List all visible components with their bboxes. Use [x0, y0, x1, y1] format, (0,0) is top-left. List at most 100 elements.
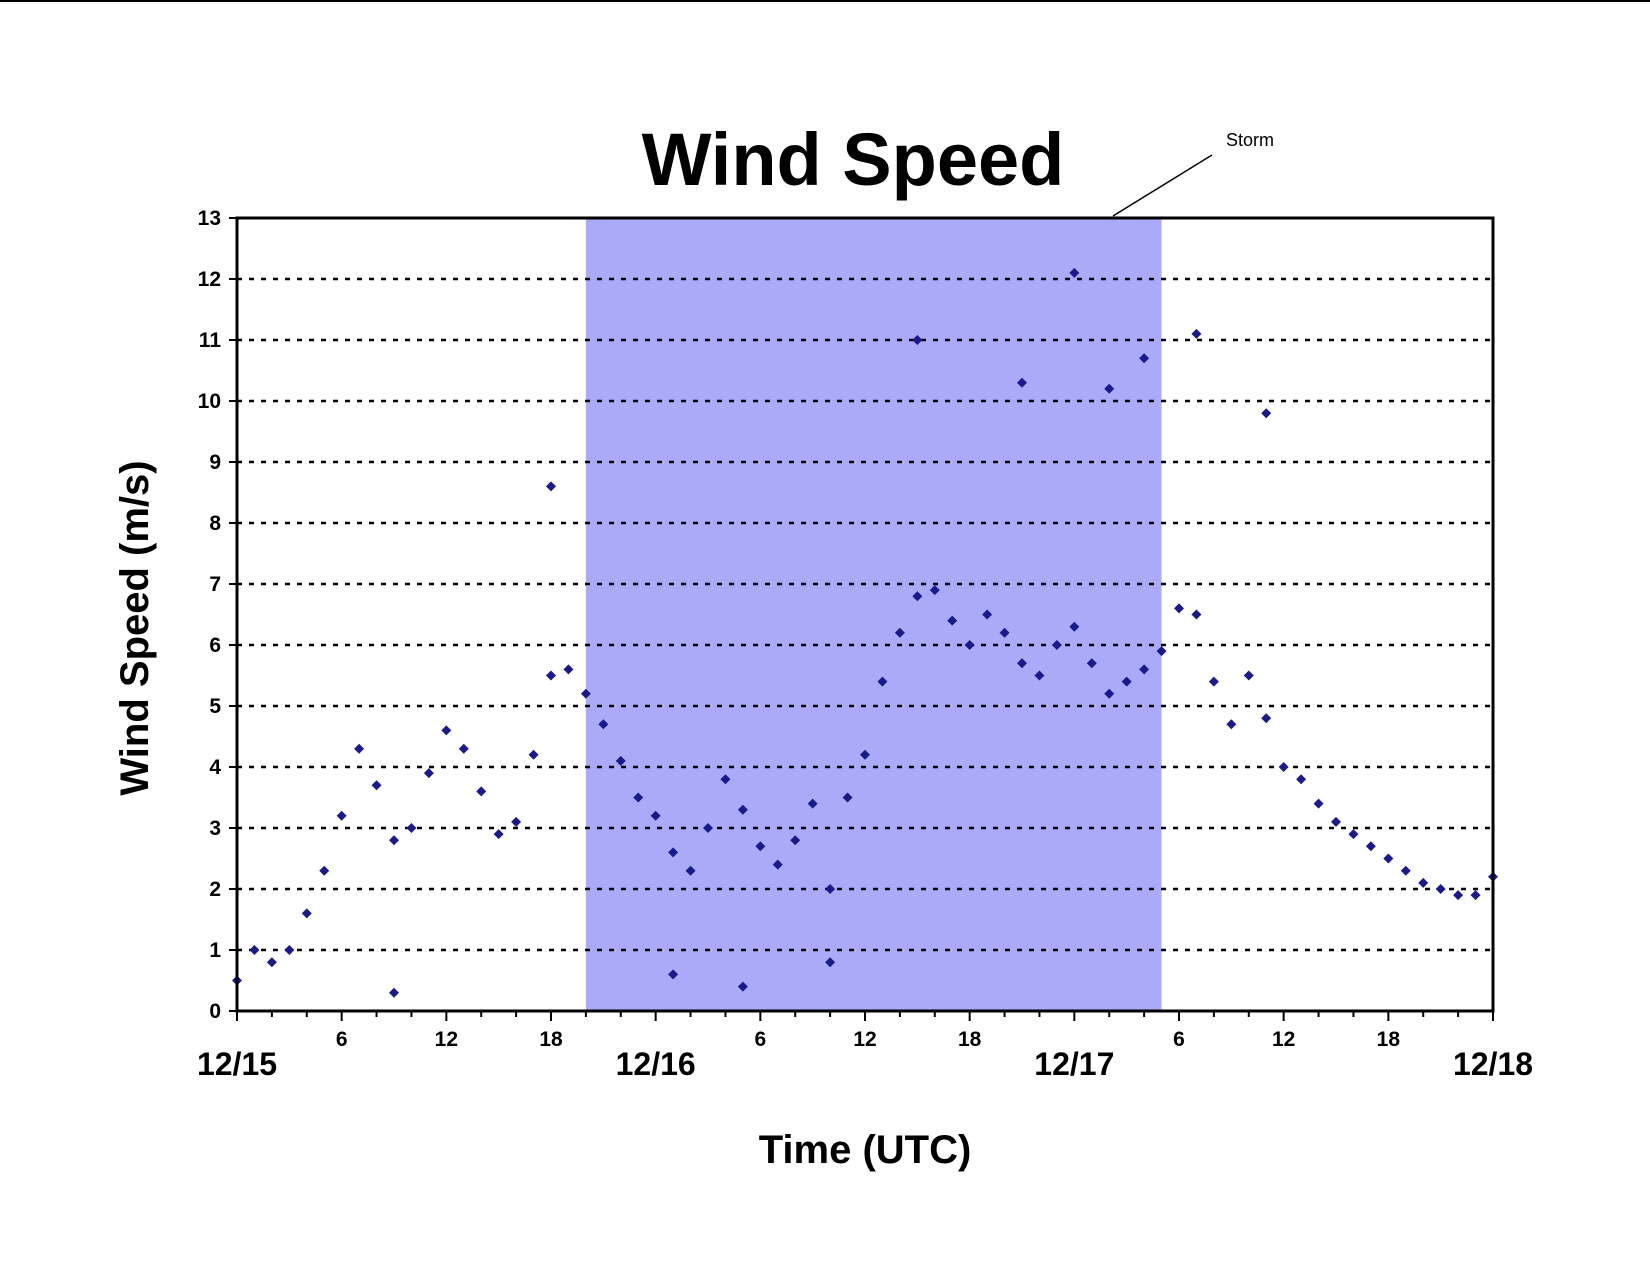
scatter-point [982, 609, 993, 620]
scatter-point [755, 841, 766, 852]
y-tick-label: 3 [209, 817, 221, 840]
x-tick-label-hour: 12 [853, 1028, 876, 1051]
scatter-point [1069, 267, 1080, 278]
scatter-point [999, 627, 1010, 638]
scatter-point [1034, 670, 1045, 681]
y-tick-label: 10 [198, 390, 221, 413]
y-tick-label: 4 [209, 756, 221, 779]
scatter-point [650, 810, 661, 821]
scatter-point [737, 981, 748, 992]
scatter-point [546, 670, 556, 681]
scatter-point [1174, 603, 1184, 614]
scatter-point [319, 865, 330, 876]
top-border-line [0, 0, 1650, 2]
gridlines [237, 277, 1493, 952]
y-tick-label: 12 [198, 268, 221, 291]
scatter-point [389, 835, 399, 846]
y-tick-label: 1 [209, 939, 221, 962]
scatter-point [1086, 658, 1097, 669]
scatter-point [668, 969, 679, 980]
y-axis-label: Wind Speed (m/s) [113, 460, 157, 795]
scatter-point [1051, 640, 1062, 650]
scatter-point [389, 987, 399, 998]
y-tick-label: 2 [209, 878, 221, 901]
scatter-point [615, 755, 626, 766]
scatter-point [1400, 865, 1411, 876]
scatter-point [685, 865, 696, 876]
scatter-point [1348, 829, 1359, 840]
chart-title: Wind Speed [642, 118, 1065, 201]
scatter-point [860, 749, 870, 760]
scatter-point [1313, 798, 1324, 809]
plot-background [585, 218, 1162, 1011]
scatter-point [1278, 762, 1289, 772]
x-tick-label-hour: 18 [539, 1028, 563, 1051]
scatter-point [511, 816, 522, 827]
scatter-point [1191, 609, 1202, 620]
scatter-point [493, 829, 504, 840]
scatter-point [772, 859, 783, 870]
scatter-point [1365, 841, 1376, 852]
scatter-point [964, 640, 975, 650]
scatter-point [1226, 719, 1237, 730]
scatter-point [546, 481, 556, 492]
scatter-point [1017, 377, 1027, 388]
storm-annotation-leader [1112, 154, 1213, 217]
scatter-point [354, 743, 365, 754]
scatter-point [912, 335, 923, 345]
scatter-point [476, 786, 487, 797]
x-tick-label-date: 12/15 [197, 1046, 277, 1082]
y-tick-label: 6 [209, 634, 221, 657]
scatter-point [1383, 853, 1394, 864]
x-tick-label-hour: 12 [435, 1028, 458, 1051]
x-tick-label-date: 12/16 [616, 1046, 696, 1082]
y-tick-label: 7 [209, 573, 221, 596]
x-tick-label-hour: 6 [1173, 1028, 1185, 1051]
scatter-point [301, 908, 312, 919]
scatter-point [807, 798, 818, 809]
scatter-point [1104, 383, 1115, 394]
scatter-point [947, 615, 958, 626]
scatter-point [1435, 884, 1446, 894]
scatter-point [371, 780, 382, 791]
scatter-point [406, 823, 417, 833]
scatter-point [1453, 890, 1464, 901]
x-tick-label-hour: 6 [754, 1028, 766, 1051]
scatter-point [1261, 713, 1272, 724]
scatter-point [790, 835, 801, 846]
x-tick-label-hour: 6 [336, 1028, 348, 1051]
scatter-point [842, 792, 853, 803]
scatter-point [1121, 676, 1132, 687]
scatter-point [249, 945, 260, 955]
scatter-point [825, 957, 836, 968]
x-tick-label-hour: 12 [1272, 1028, 1295, 1051]
y-tick-label: 0 [209, 1000, 221, 1023]
scatter-point [1017, 658, 1027, 669]
y-tick-label: 11 [199, 329, 222, 352]
scatter-point [633, 792, 644, 803]
scatter-point [1208, 676, 1219, 687]
scatter-point [825, 884, 836, 894]
scatter-point [1296, 774, 1307, 785]
scatter-point [877, 676, 888, 687]
scatter-point [894, 627, 905, 638]
scatter-point [458, 743, 469, 754]
storm-annotation: Storm [1226, 130, 1274, 150]
scatter-point [1243, 670, 1254, 681]
scatter-point [1191, 328, 1202, 339]
scatter-point [1418, 877, 1429, 888]
scatter-point [720, 774, 731, 785]
y-tick-label: 13 [198, 207, 221, 230]
scatter-point [528, 749, 539, 760]
x-tick-label-hour: 18 [958, 1028, 982, 1051]
scatter-point [929, 585, 940, 596]
scatter-point [737, 804, 748, 815]
scatter-point [598, 719, 609, 730]
x-tick-label-hour: 18 [1377, 1028, 1401, 1051]
scatter-point [1261, 408, 1272, 419]
scatter-points [232, 267, 1498, 998]
scatter-point [423, 768, 434, 779]
x-tick-label-date: 12/17 [1034, 1046, 1114, 1082]
